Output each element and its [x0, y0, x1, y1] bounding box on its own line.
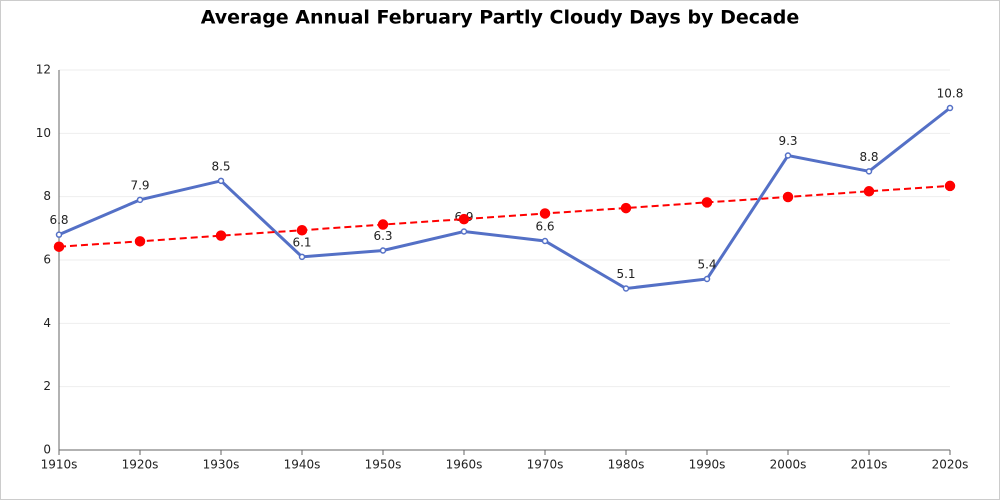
y-tick-label: 12 [36, 63, 51, 77]
point [377, 219, 389, 230]
x-tick-label: 1990s [689, 458, 726, 472]
point [136, 196, 144, 204]
y-tick-label: 0 [43, 443, 51, 457]
data-label: 5.4 [697, 258, 716, 272]
data-label: 6.3 [373, 229, 392, 243]
point [622, 285, 630, 292]
point [782, 191, 794, 203]
point [865, 168, 873, 175]
x-tick-label: 2020s [932, 458, 969, 472]
data-label: 8.5 [211, 159, 230, 173]
point [217, 177, 225, 185]
point [460, 228, 468, 235]
data-label: 6.6 [535, 220, 554, 234]
data-label: 6.1 [292, 235, 311, 249]
x-tick-label: 1920s [122, 458, 159, 472]
point [215, 230, 227, 241]
point [944, 180, 956, 192]
point [541, 237, 549, 245]
point [53, 241, 65, 252]
point [296, 224, 308, 236]
y-tick-label: 6 [43, 253, 51, 267]
y-tick-label: 4 [43, 316, 51, 330]
point [379, 247, 387, 254]
point [539, 208, 551, 219]
y-tick-label: 10 [36, 126, 51, 140]
x-tick-label: 1960s [446, 458, 483, 472]
x-tick-label: 1940s [284, 458, 321, 472]
point [298, 253, 306, 261]
point [134, 236, 146, 247]
x-tick-label: 1980s [608, 458, 645, 472]
point [620, 202, 632, 214]
x-tick-label: 2000s [770, 458, 807, 472]
point [784, 152, 792, 159]
data-label: 8.8 [859, 150, 878, 164]
data-label: 9.3 [778, 134, 797, 148]
chart-title: Average Annual February Partly Cloudy Da… [201, 7, 800, 29]
data-label: 5.1 [616, 267, 635, 281]
x-tick-label: 1910s [41, 458, 78, 472]
series-line [58, 184, 951, 248]
point [703, 275, 711, 283]
point [946, 104, 954, 112]
point [701, 197, 713, 208]
y-tick-label: 8 [43, 189, 51, 203]
data-label: 6.8 [49, 213, 68, 227]
data-label: 7.9 [130, 178, 149, 192]
y-tick-label: 2 [43, 379, 51, 393]
point [863, 186, 875, 197]
series-line [58, 106, 951, 291]
data-label: 10.8 [937, 87, 964, 101]
x-tick-label: 2010s [851, 458, 888, 472]
x-tick-label: 1930s [203, 458, 240, 472]
point [55, 231, 63, 238]
point [458, 213, 470, 225]
x-tick-label: 1970s [527, 458, 564, 472]
x-tick-label: 1950s [365, 458, 402, 472]
